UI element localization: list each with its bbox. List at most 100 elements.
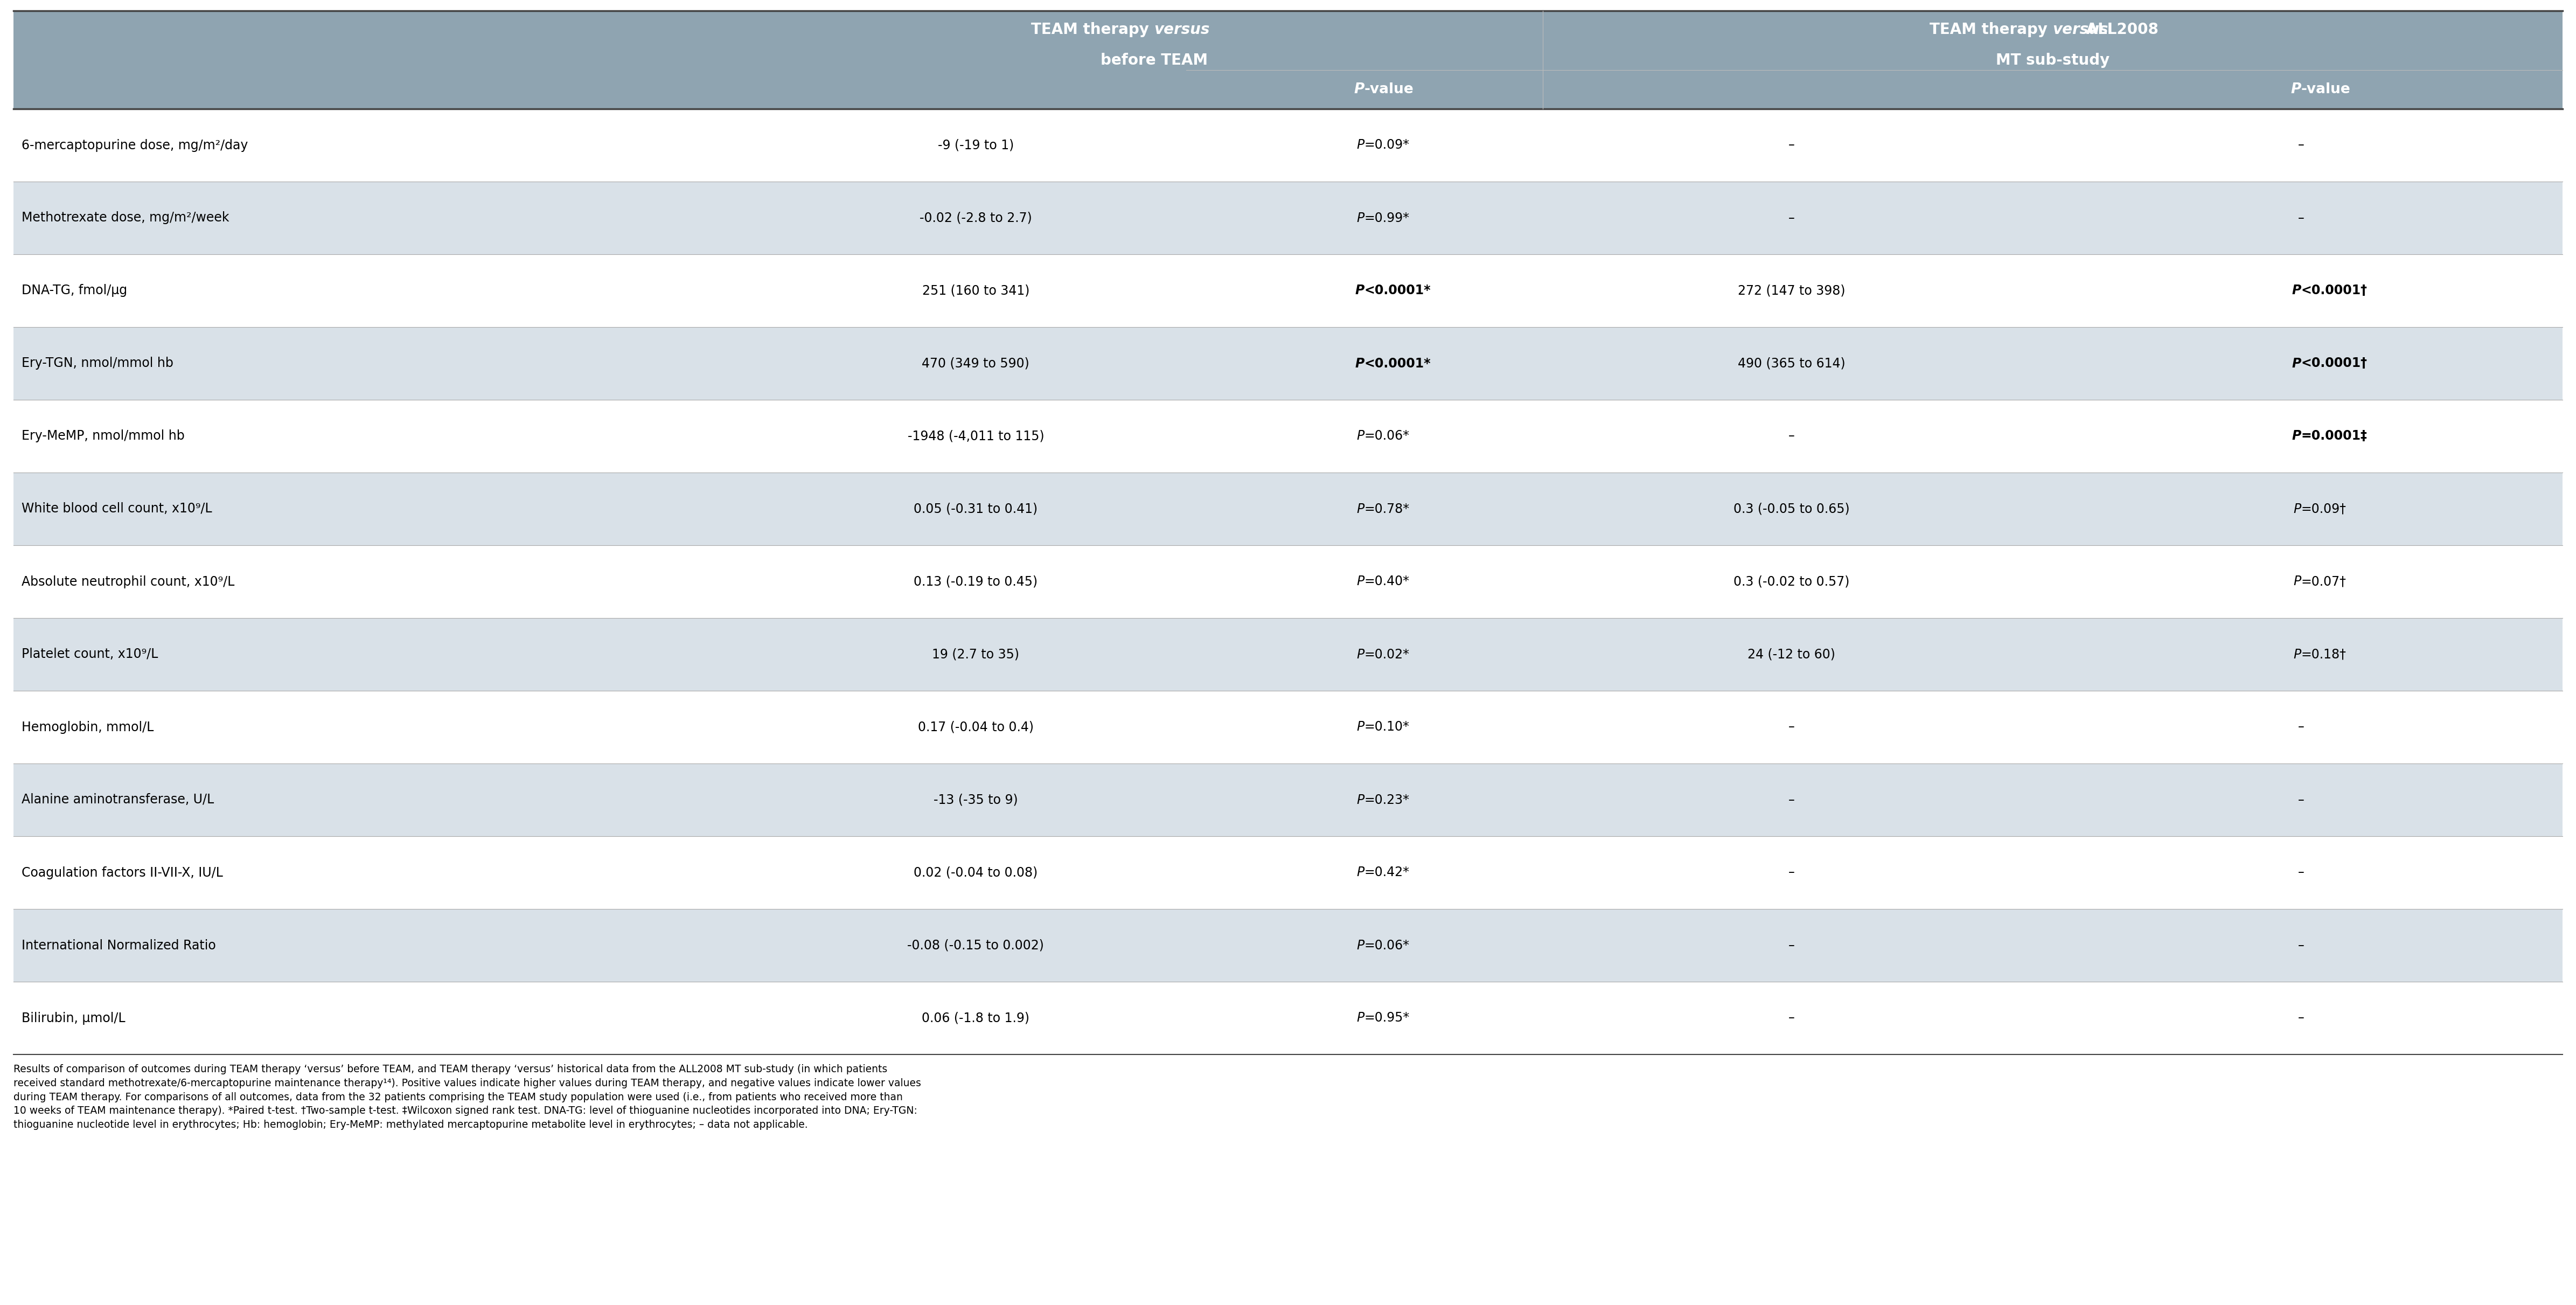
Bar: [13, 181, 2563, 254]
Text: –: –: [2298, 211, 2306, 224]
Text: -9 (-19 to 1): -9 (-19 to 1): [938, 138, 1015, 151]
Text: –: –: [1788, 1011, 1795, 1024]
Text: –: –: [1788, 138, 1795, 151]
Text: -0.02 (-2.8 to 2.7): -0.02 (-2.8 to 2.7): [920, 211, 1033, 224]
Text: =0.95*: =0.95*: [1365, 1011, 1409, 1024]
Text: =0.02*: =0.02*: [1365, 647, 1409, 660]
Text: P: P: [2293, 358, 2300, 369]
Text: P: P: [2293, 429, 2300, 442]
Text: before TEAM: before TEAM: [1100, 52, 1208, 68]
Text: 24 (-12 to 60): 24 (-12 to 60): [1747, 647, 1834, 660]
Bar: [13, 10, 2563, 108]
Text: 470 (349 to 590): 470 (349 to 590): [922, 358, 1030, 369]
Text: –: –: [2298, 867, 2306, 880]
Text: 0.05 (-0.31 to 0.41): 0.05 (-0.31 to 0.41): [914, 502, 1038, 515]
Text: Bilirubin, μmol/L: Bilirubin, μmol/L: [21, 1011, 126, 1024]
Text: P: P: [1355, 358, 1365, 369]
Text: versus: versus: [2053, 22, 2107, 37]
Bar: [13, 619, 2563, 690]
Text: =0.18†: =0.18†: [2300, 647, 2347, 660]
Text: P: P: [2290, 82, 2300, 97]
Text: –: –: [1788, 867, 1795, 880]
Text: Ery-TGN, nmol/mmol hb: Ery-TGN, nmol/mmol hb: [21, 358, 173, 369]
Text: –: –: [1788, 938, 1795, 951]
Text: P: P: [1355, 284, 1365, 298]
Text: 0.06 (-1.8 to 1.9): 0.06 (-1.8 to 1.9): [922, 1011, 1030, 1024]
Text: <0.0001†: <0.0001†: [2300, 284, 2367, 298]
Text: P: P: [1358, 576, 1365, 589]
Text: =0.78*: =0.78*: [1365, 502, 1409, 515]
Text: -1948 (-4,011 to 115): -1948 (-4,011 to 115): [907, 429, 1043, 442]
Text: 6-mercaptopurine dose, mg/m²/day: 6-mercaptopurine dose, mg/m²/day: [21, 138, 247, 151]
Text: –: –: [1788, 429, 1795, 442]
Text: Hemoglobin, mmol/L: Hemoglobin, mmol/L: [21, 720, 155, 733]
Text: P: P: [1358, 502, 1365, 515]
Text: P: P: [1358, 211, 1365, 224]
Bar: [13, 399, 2563, 472]
Text: P: P: [1358, 720, 1365, 733]
Text: White blood cell count, x10⁹/L: White blood cell count, x10⁹/L: [21, 502, 211, 515]
Text: =0.09†: =0.09†: [2300, 502, 2347, 515]
Text: =0.40*: =0.40*: [1365, 576, 1409, 589]
Text: =0.99*: =0.99*: [1365, 211, 1409, 224]
Text: 490 (365 to 614): 490 (365 to 614): [1739, 358, 1844, 369]
Text: =0.0001‡: =0.0001‡: [2300, 429, 2367, 442]
Text: TEAM therapy: TEAM therapy: [1929, 22, 2053, 37]
Text: =0.06*: =0.06*: [1365, 938, 1409, 951]
Text: <0.0001†: <0.0001†: [2300, 358, 2367, 369]
Text: P: P: [1358, 938, 1365, 951]
Bar: [13, 763, 2563, 837]
Text: Methotrexate dose, mg/m²/week: Methotrexate dose, mg/m²/week: [21, 211, 229, 224]
Text: versus: versus: [1154, 22, 1211, 37]
Bar: [13, 545, 2563, 619]
Text: =0.09*: =0.09*: [1365, 138, 1409, 151]
Text: =0.07†: =0.07†: [2300, 576, 2347, 589]
Text: International Normalized Ratio: International Normalized Ratio: [21, 938, 216, 951]
Text: P: P: [1358, 647, 1365, 660]
Text: TEAM therapy: TEAM therapy: [1030, 22, 1154, 37]
Text: –: –: [2298, 1011, 2306, 1024]
Text: MT sub-study: MT sub-study: [1996, 52, 2110, 68]
Bar: [13, 910, 2563, 981]
Text: =0.23*: =0.23*: [1365, 793, 1409, 806]
Text: –: –: [2298, 938, 2306, 951]
Text: <0.0001*: <0.0001*: [1365, 284, 1432, 298]
Text: –: –: [2298, 138, 2306, 151]
Text: 19 (2.7 to 35): 19 (2.7 to 35): [933, 647, 1020, 660]
Text: P: P: [1358, 793, 1365, 806]
Text: P: P: [1358, 429, 1365, 442]
Text: –: –: [1788, 793, 1795, 806]
Text: Platelet count, x10⁹/L: Platelet count, x10⁹/L: [21, 647, 157, 660]
Text: -value: -value: [1365, 82, 1414, 97]
Text: ALL2008: ALL2008: [2081, 22, 2159, 37]
Text: 0.3 (-0.02 to 0.57): 0.3 (-0.02 to 0.57): [1734, 576, 1850, 589]
Text: P: P: [1358, 1011, 1365, 1024]
Text: –: –: [2298, 793, 2306, 806]
Text: 251 (160 to 341): 251 (160 to 341): [922, 284, 1030, 298]
Text: P: P: [2293, 284, 2300, 298]
Text: P: P: [2293, 502, 2300, 515]
Text: -value: -value: [2300, 82, 2352, 97]
Text: Alanine aminotransferase, U/L: Alanine aminotransferase, U/L: [21, 793, 214, 806]
Text: 0.17 (-0.04 to 0.4): 0.17 (-0.04 to 0.4): [917, 720, 1033, 733]
Bar: [13, 254, 2563, 328]
Text: 0.13 (-0.19 to 0.45): 0.13 (-0.19 to 0.45): [914, 576, 1038, 589]
Text: –: –: [2298, 720, 2306, 733]
Text: -13 (-35 to 9): -13 (-35 to 9): [933, 793, 1018, 806]
Text: =0.06*: =0.06*: [1365, 429, 1409, 442]
Text: P: P: [2293, 647, 2300, 660]
Bar: [13, 328, 2563, 399]
Bar: [13, 981, 2563, 1054]
Text: =0.42*: =0.42*: [1365, 867, 1409, 880]
Text: -0.08 (-0.15 to 0.002): -0.08 (-0.15 to 0.002): [907, 938, 1043, 951]
Bar: [13, 108, 2563, 181]
Text: DNA-TG, fmol/μg: DNA-TG, fmol/μg: [21, 284, 126, 298]
Bar: [13, 690, 2563, 763]
Text: 0.3 (-0.05 to 0.65): 0.3 (-0.05 to 0.65): [1734, 502, 1850, 515]
Bar: [13, 837, 2563, 910]
Text: –: –: [1788, 720, 1795, 733]
Bar: [13, 472, 2563, 545]
Text: 272 (147 to 398): 272 (147 to 398): [1739, 284, 1844, 298]
Text: <0.0001*: <0.0001*: [1365, 358, 1432, 369]
Text: Coagulation factors II-VII-X, IU/L: Coagulation factors II-VII-X, IU/L: [21, 867, 224, 880]
